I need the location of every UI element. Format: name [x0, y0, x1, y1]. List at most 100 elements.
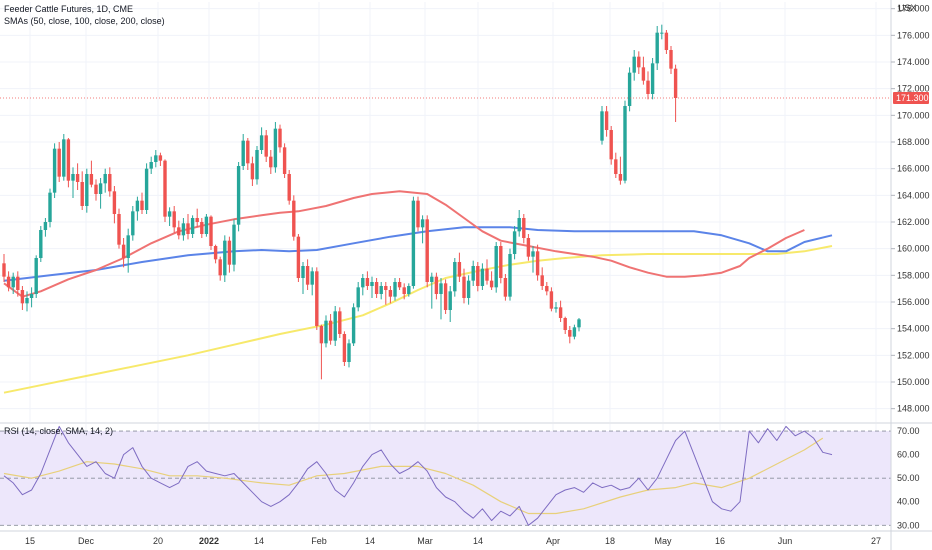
candle-body [609, 130, 613, 160]
time-tick-label: Feb [311, 536, 327, 546]
time-tick-label: Dec [78, 536, 95, 546]
candle-body [471, 266, 475, 281]
candle-body [632, 56, 636, 73]
candle-body [232, 224, 236, 265]
time-tick-label: 15 [25, 536, 35, 546]
candle-body [328, 320, 333, 341]
price-tick-label: 174.000 [897, 57, 930, 67]
currency-label: USX [898, 3, 917, 13]
candle-body [48, 192, 52, 222]
rsi-tick-label: 60.00 [897, 450, 920, 460]
candle-body [269, 156, 273, 168]
sma-legend: SMAs (50, close, 100, close, 200, close) [4, 16, 165, 26]
candle-body [388, 290, 393, 297]
candle-body [301, 266, 305, 278]
time-tick-label: 18 [605, 536, 615, 546]
candle-body [558, 307, 563, 318]
candle-body [476, 266, 480, 286]
candle-body [20, 290, 25, 304]
price-tick-label: 170.000 [897, 110, 930, 120]
candle-body [673, 68, 678, 98]
candle-body [172, 211, 176, 228]
candle-body [508, 254, 512, 297]
candle-body [489, 280, 494, 288]
candle-body [94, 184, 98, 194]
time-tick-label: 14 [254, 536, 264, 546]
rsi-tick-label: 40.00 [897, 497, 920, 507]
sma-lines [3, 190, 833, 394]
candle-body [2, 263, 6, 277]
candle-body [250, 163, 255, 180]
rsi-lines [3, 425, 833, 526]
candle-body [480, 268, 485, 286]
sma50-line [3, 190, 805, 298]
candle-body [462, 276, 466, 298]
candle-body [292, 200, 296, 237]
candle-body [453, 262, 457, 292]
candle-body [16, 276, 20, 290]
candle-body [604, 111, 609, 130]
candle-body [466, 280, 471, 298]
candle-body [204, 216, 209, 234]
candle-body [365, 278, 370, 286]
candle-body [117, 214, 121, 245]
candle-body [664, 32, 669, 50]
candle-body [499, 246, 503, 278]
candle-body [52, 148, 57, 193]
sma100-line [3, 226, 833, 282]
candle-body [324, 320, 328, 344]
candle-body [356, 287, 360, 308]
candle-body [623, 106, 627, 181]
candle-body [39, 230, 43, 258]
candle-body [29, 294, 34, 298]
price-tick-label: 156.000 [897, 297, 930, 307]
candle-body [347, 343, 351, 362]
candle-body [402, 287, 406, 294]
candle-body [563, 318, 567, 330]
candle-body [223, 240, 227, 276]
candle-body [121, 244, 126, 258]
price-tick-label: 172.000 [897, 84, 930, 94]
candle-body [351, 307, 356, 344]
candle-body [439, 283, 443, 294]
candle-body [646, 80, 650, 94]
candle-body [218, 259, 222, 276]
price-tick-label: 160.000 [897, 244, 930, 254]
candle-body [660, 32, 664, 34]
candle-body [181, 223, 186, 236]
time-tick-label: Jun [778, 536, 793, 546]
rsi-tick-label: 50.00 [897, 473, 920, 483]
candle-body [80, 182, 84, 206]
candle-body [71, 174, 75, 181]
candle-body [241, 140, 245, 166]
candle-body [669, 50, 673, 69]
candle-body [177, 227, 181, 236]
candle-body [577, 319, 581, 328]
time-tick-label: 14 [473, 536, 483, 546]
candle-body [236, 166, 241, 225]
candle-body [255, 150, 259, 180]
candle-body [361, 278, 365, 288]
candle-body [416, 200, 420, 228]
candle-body [572, 327, 577, 337]
candle-body [149, 162, 153, 169]
candle-body [448, 291, 452, 310]
price-tick-label: 150.000 [897, 377, 930, 387]
candle-body [190, 218, 195, 234]
candle-body [131, 211, 135, 236]
candle-body [305, 266, 310, 285]
candle-body [273, 128, 278, 168]
rsi-line [3, 425, 833, 526]
candle-body [34, 258, 38, 294]
candle-body [443, 283, 448, 310]
candle-body [310, 271, 314, 285]
candle-body [522, 218, 526, 238]
chart-title: Feeder Cattle Futures, 1D, CME [4, 4, 133, 14]
candle-body [278, 128, 282, 148]
candle-body [108, 174, 112, 192]
price-tick-label: 176.000 [897, 30, 930, 40]
rsi-band-background [0, 430, 891, 526]
candle-body [370, 282, 374, 286]
rsi-ma-line [3, 437, 824, 515]
